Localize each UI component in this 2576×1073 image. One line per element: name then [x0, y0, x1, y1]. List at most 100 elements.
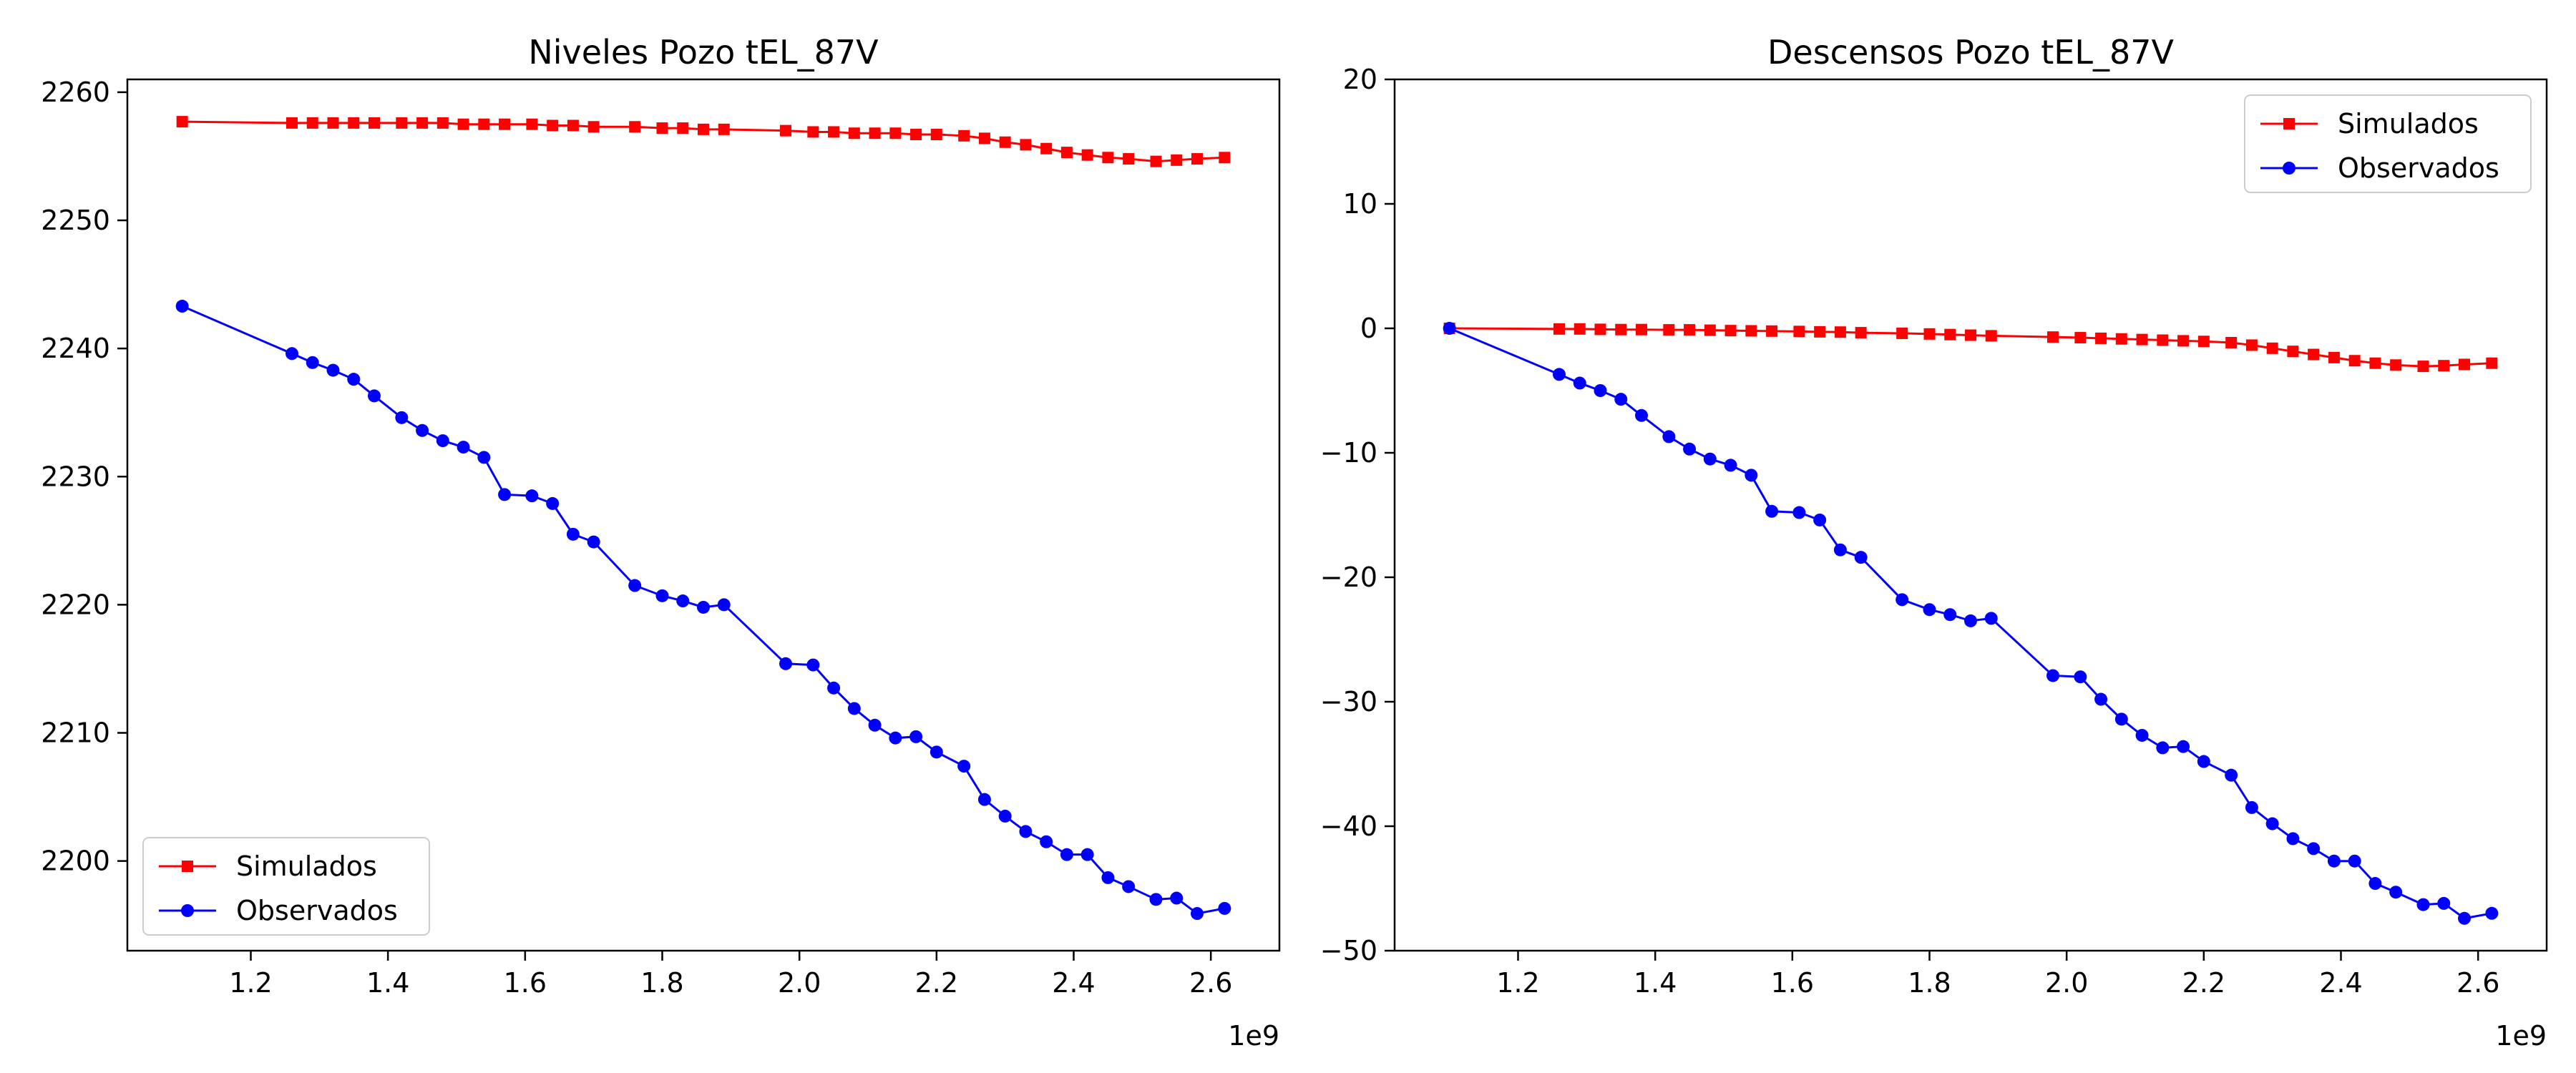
data-point	[1081, 149, 1093, 161]
data-point	[457, 118, 469, 130]
x-tick-label: 2.2	[915, 967, 958, 999]
data-point	[2046, 669, 2059, 682]
data-point	[286, 117, 298, 129]
data-point	[1218, 901, 1231, 915]
data-point	[2225, 768, 2238, 782]
data-point	[457, 441, 470, 454]
data-point	[807, 126, 819, 138]
y-tick-label: 2260	[41, 77, 110, 108]
data-point	[1923, 328, 1936, 340]
data-point	[1944, 328, 1956, 340]
data-point	[587, 535, 600, 549]
data-point	[2438, 360, 2450, 372]
data-point	[2328, 351, 2340, 363]
data-point	[2486, 357, 2498, 369]
x-tick-label: 1.4	[366, 967, 409, 999]
data-point	[2245, 339, 2258, 351]
x-tick-label: 1.8	[640, 967, 683, 999]
y-tick-label: 2250	[41, 205, 110, 236]
data-point	[2308, 348, 2320, 361]
data-point	[656, 122, 668, 134]
data-point	[348, 117, 360, 129]
data-point	[655, 589, 669, 602]
data-point	[1683, 442, 1697, 456]
data-point	[806, 658, 820, 672]
data-point	[1171, 154, 1183, 166]
data-point	[498, 488, 512, 501]
data-point	[2197, 335, 2210, 348]
y-tick-label: −40	[1320, 810, 1377, 842]
data-point	[847, 702, 861, 715]
data-point	[436, 117, 449, 129]
legend-label: Observados	[236, 895, 398, 926]
data-point	[1191, 153, 1203, 165]
data-point	[1813, 513, 1827, 526]
data-point	[175, 300, 189, 313]
data-point	[1833, 543, 1847, 557]
data-point	[1704, 324, 1716, 336]
data-point	[930, 129, 942, 141]
x-tick-label: 2.0	[2045, 967, 2088, 999]
y-tick-label: 2240	[41, 333, 110, 364]
data-point	[2389, 886, 2403, 899]
data-point	[2459, 358, 2470, 371]
data-point	[1102, 152, 1114, 164]
data-point	[827, 681, 841, 695]
x-tick-label: 2.2	[2182, 967, 2225, 999]
y-tick-label: 2220	[41, 589, 110, 620]
data-point	[566, 527, 580, 541]
data-point	[1766, 325, 1778, 337]
data-point	[1080, 848, 1094, 861]
x-tick-label: 1.8	[1908, 967, 1951, 999]
x-tick-label: 2.6	[2457, 967, 2499, 999]
data-point	[629, 121, 641, 133]
y-tick-label: −20	[1320, 562, 1377, 593]
legend-label: Simulados	[2338, 108, 2479, 139]
data-point	[1854, 551, 1868, 564]
data-point	[1792, 506, 1806, 519]
x-tick-label: 2.4	[2319, 967, 2362, 999]
data-point	[869, 127, 881, 139]
data-point	[2307, 842, 2321, 856]
data-point	[779, 657, 792, 670]
data-point	[2115, 333, 2127, 345]
data-point	[2245, 800, 2258, 814]
legend: Simulados Observados	[142, 837, 430, 936]
x-axis-offset-label: 1e9	[1228, 1020, 1279, 1052]
data-point	[889, 127, 902, 139]
data-point	[306, 356, 319, 369]
x-tick-label: 1.2	[1496, 967, 1539, 999]
data-point	[957, 760, 971, 773]
data-point	[698, 123, 709, 135]
data-point	[1636, 323, 1647, 335]
data-point	[1985, 330, 1997, 342]
data-point	[2368, 877, 2382, 891]
data-point	[546, 496, 560, 510]
y-tick-label: 2200	[41, 846, 110, 877]
data-point	[477, 451, 491, 464]
chart-descensos: Descensos Pozo tEL_87V 1e9 1.2 1.4 1.6 1.8 2…	[1320, 33, 2548, 1052]
data-point	[567, 119, 579, 132]
data-point	[1896, 327, 1908, 339]
data-point	[2094, 692, 2108, 706]
data-point	[1615, 323, 1627, 335]
data-point	[478, 118, 490, 130]
data-point	[2266, 342, 2278, 354]
data-point	[718, 123, 730, 135]
data-point	[2327, 854, 2341, 868]
data-point	[1814, 325, 1826, 338]
axes-frame	[1393, 78, 2548, 952]
data-point	[396, 117, 408, 129]
data-point	[1040, 835, 1053, 848]
data-point	[499, 118, 511, 130]
data-point	[2369, 357, 2381, 369]
legend-label: Observados	[2338, 152, 2499, 184]
x-axis-offset-label: 1e9	[2495, 1020, 2547, 1052]
data-point	[416, 117, 429, 129]
data-point	[2136, 333, 2148, 346]
x-tick-label: 1.4	[1634, 967, 1677, 999]
data-point	[1834, 326, 1846, 338]
legend-label: Simulados	[236, 851, 377, 882]
data-point	[977, 793, 991, 806]
data-point	[1724, 325, 1737, 337]
